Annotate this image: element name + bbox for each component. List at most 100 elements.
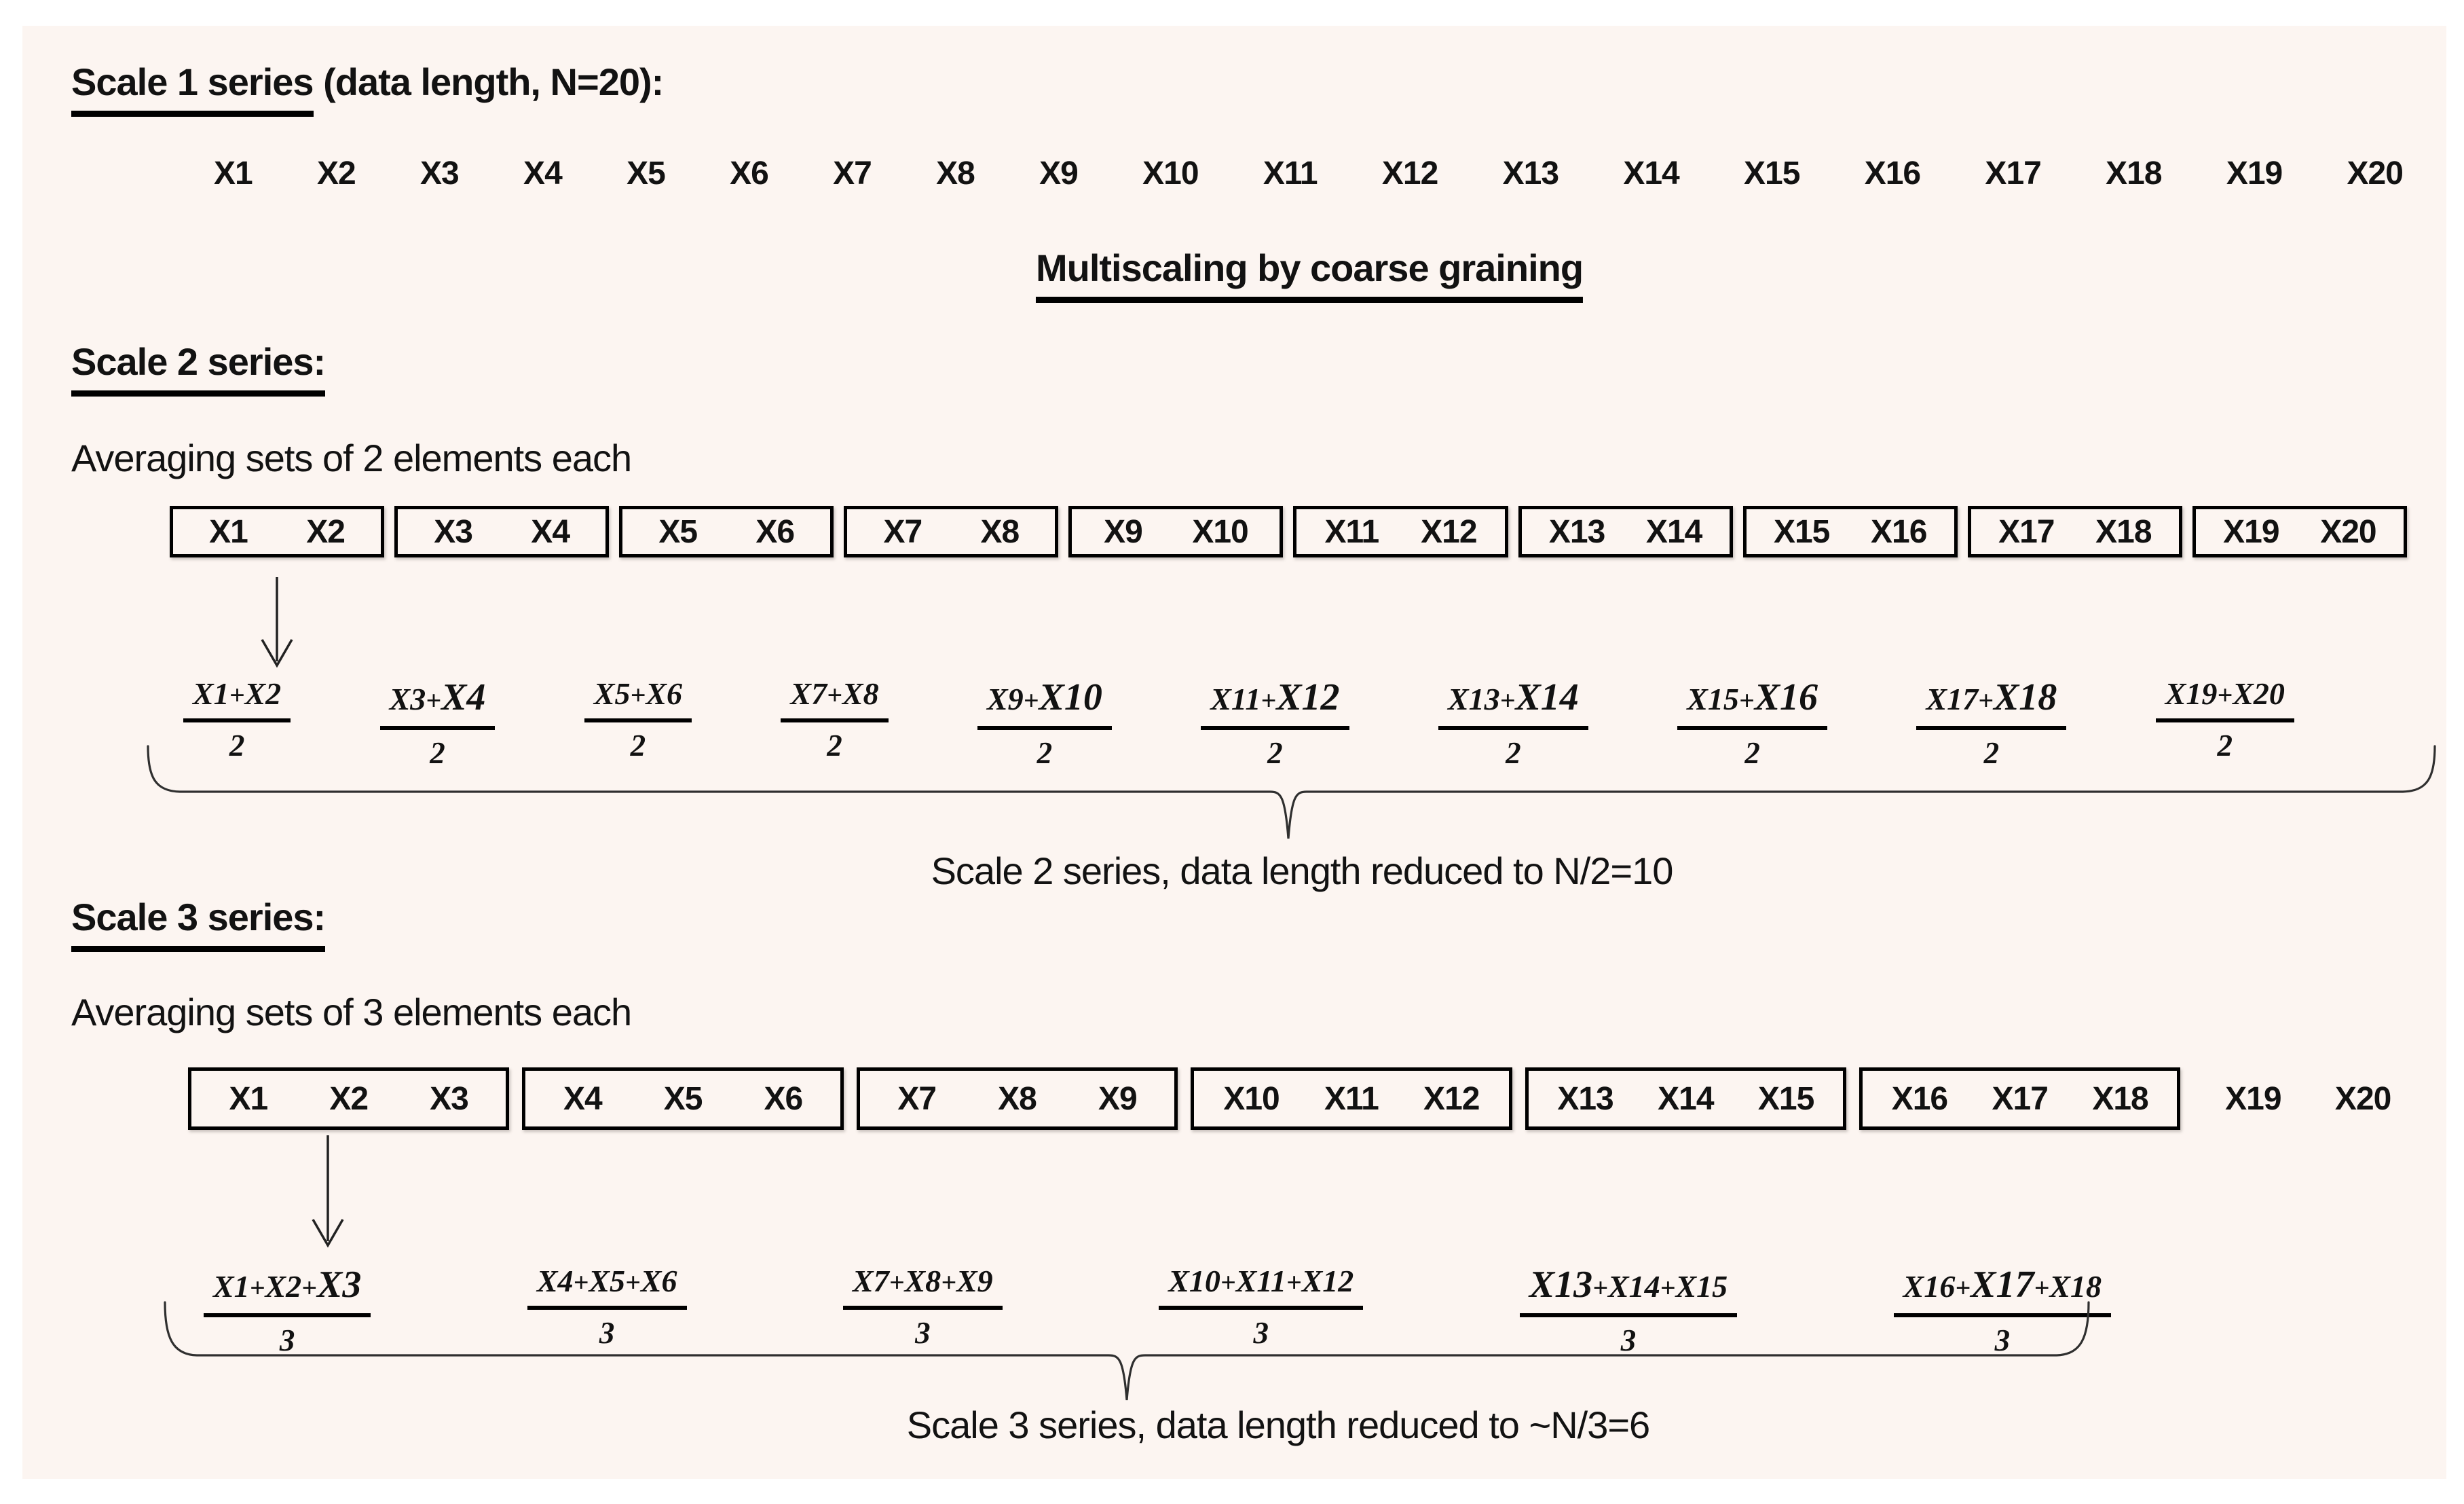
fraction-numerator: X19+X20 xyxy=(2155,676,2294,722)
numerator-term: X3 xyxy=(389,682,426,716)
element-label: X8 xyxy=(980,513,1020,550)
element-group-box: X7 X8 xyxy=(844,506,1059,557)
element-group-box: X19 X20 xyxy=(2192,506,2407,557)
series-label: X3 xyxy=(420,155,460,191)
fraction-denominator: 2 xyxy=(1267,736,1283,770)
fraction-denominator: 2 xyxy=(630,729,646,763)
element-label: X16 xyxy=(1871,513,1927,550)
series-label: X1 xyxy=(214,155,253,191)
coarse-graining-title-text: Multiscaling by coarse graining xyxy=(1035,246,1584,303)
numerator-term: X9 xyxy=(956,1264,993,1298)
fraction-numerator: X16+X17+X18 xyxy=(1893,1263,2111,1317)
scale1-heading: Scale 1 series (data length, N=20): xyxy=(71,60,664,117)
element-label: X14 xyxy=(1658,1080,1714,1117)
numerator-term: X12 xyxy=(1276,676,1340,718)
element-group-box: X1 X2 X3 xyxy=(188,1067,510,1130)
fraction-denominator: 3 xyxy=(1253,1316,1269,1350)
unboxed-element-label: X19 xyxy=(2225,1080,2281,1117)
numerator-term: X16 xyxy=(1903,1269,1956,1304)
element-group-box: X11 X12 xyxy=(1293,506,1508,557)
element-label: X8 xyxy=(998,1080,1037,1117)
element-label: X15 xyxy=(1757,1080,1814,1117)
plus-sign: + xyxy=(1220,1267,1236,1298)
numerator-term: X14 xyxy=(1515,676,1579,718)
element-label: X17 xyxy=(1992,1080,2049,1117)
fraction-denominator: 3 xyxy=(1994,1323,2011,1357)
numerator-term: X18 xyxy=(2049,1269,2102,1304)
element-group-box: X7 X8 X9 xyxy=(856,1067,1178,1130)
fraction-denominator: 2 xyxy=(827,729,842,763)
numerator-term: X15 xyxy=(1675,1269,1728,1304)
average-fraction: X13+X14 2 xyxy=(1438,676,1588,771)
scale3-caption: Scale 3 series, data length reduced to ~… xyxy=(906,1404,1650,1446)
series-label: X13 xyxy=(1502,155,1559,191)
element-group-box: X10 X11 X12 xyxy=(1191,1067,1512,1130)
numerator-term: X7 xyxy=(853,1264,889,1298)
fraction-numerator: X9+X10 xyxy=(977,676,1112,730)
plus-sign: + xyxy=(249,1272,265,1303)
numerator-term: X5 xyxy=(593,676,631,711)
plus-sign: + xyxy=(1955,1272,1971,1303)
series-label: X7 xyxy=(833,155,872,191)
scale2-heading: Scale 2 series: xyxy=(71,340,326,397)
fraction-denominator: 3 xyxy=(599,1316,615,1350)
element-group-box: X13 X14 X15 xyxy=(1525,1067,1847,1130)
element-label: X1 xyxy=(229,1080,269,1117)
plus-sign: + xyxy=(301,1272,317,1303)
numerator-term: X6 xyxy=(640,1264,677,1298)
element-label: X4 xyxy=(531,513,570,550)
numerator-term: X10 xyxy=(1168,1264,1220,1298)
fraction-numerator: X15+X16 xyxy=(1677,676,1828,730)
fraction-numerator: X10+X11+X12 xyxy=(1159,1263,1364,1310)
average-fraction: X16+X17+X18 3 xyxy=(1893,1263,2111,1358)
fraction-numerator: X13+X14 xyxy=(1438,676,1588,730)
fraction-denominator: 3 xyxy=(1620,1323,1637,1357)
numerator-term: X3 xyxy=(316,1264,362,1306)
element-label: X9 xyxy=(1104,513,1143,550)
element-group-box: X13 X14 xyxy=(1518,506,1733,557)
element-label: X20 xyxy=(2320,513,2376,550)
element-label: X6 xyxy=(764,1080,804,1117)
average-fraction: X13+X14+X15 3 xyxy=(1519,1263,1738,1358)
element-group-box: X1 X2 xyxy=(170,506,385,557)
scale3-brace xyxy=(164,1301,2090,1401)
numerator-term: X14 xyxy=(1607,1269,1660,1304)
average-fraction: X7+X8+X9 3 xyxy=(843,1263,1003,1351)
series-label: X10 xyxy=(1142,155,1199,191)
series-label: X4 xyxy=(523,155,563,191)
element-group-box: X3 X4 xyxy=(394,506,610,557)
element-group-box: X17 X18 xyxy=(1967,506,2182,557)
element-label: X7 xyxy=(897,1080,937,1117)
element-label: X19 xyxy=(2223,513,2279,550)
numerator-term: X17 xyxy=(1971,1264,2034,1306)
plus-sign: + xyxy=(1738,685,1755,716)
element-label: X10 xyxy=(1223,1080,1280,1117)
average-fraction: X17+X18 2 xyxy=(1916,676,2067,771)
plus-sign: + xyxy=(2217,680,2233,710)
series-label: X17 xyxy=(1985,155,2041,191)
down-arrow-icon xyxy=(312,1135,344,1248)
element-label: X2 xyxy=(329,1080,369,1117)
average-fraction: X5+X6 2 xyxy=(584,676,692,763)
element-label: X2 xyxy=(306,513,346,550)
series-label: X5 xyxy=(627,155,666,191)
element-label: X5 xyxy=(663,1080,703,1117)
series-label: X6 xyxy=(730,155,769,191)
fraction-numerator: X3+X4 xyxy=(379,676,496,730)
plus-sign: + xyxy=(1261,685,1277,716)
element-label: X7 xyxy=(883,513,922,550)
numerator-term: X4 xyxy=(536,1264,574,1298)
numerator-term: X17 xyxy=(1926,682,1979,716)
plus-sign: + xyxy=(889,1267,905,1298)
element-label: X3 xyxy=(430,1080,469,1117)
scale2-box-row: X1 X2 X3 X4 X5 X6 X7 X8 X9 X10 X11 X12 X13 X14 X15 X16 X… xyxy=(170,506,2407,557)
fraction-numerator: X17+X18 xyxy=(1916,676,2067,730)
element-label: X11 xyxy=(1324,1080,1379,1117)
plus-sign: + xyxy=(625,1267,641,1298)
fraction-denominator: 2 xyxy=(1037,736,1053,770)
fraction-numerator: X7+X8 xyxy=(781,676,889,722)
element-group-box: X5 X6 xyxy=(619,506,834,557)
scale1-heading-underlined: Scale 1 series xyxy=(71,60,314,117)
element-group-box: X15 X16 xyxy=(1742,506,1958,557)
